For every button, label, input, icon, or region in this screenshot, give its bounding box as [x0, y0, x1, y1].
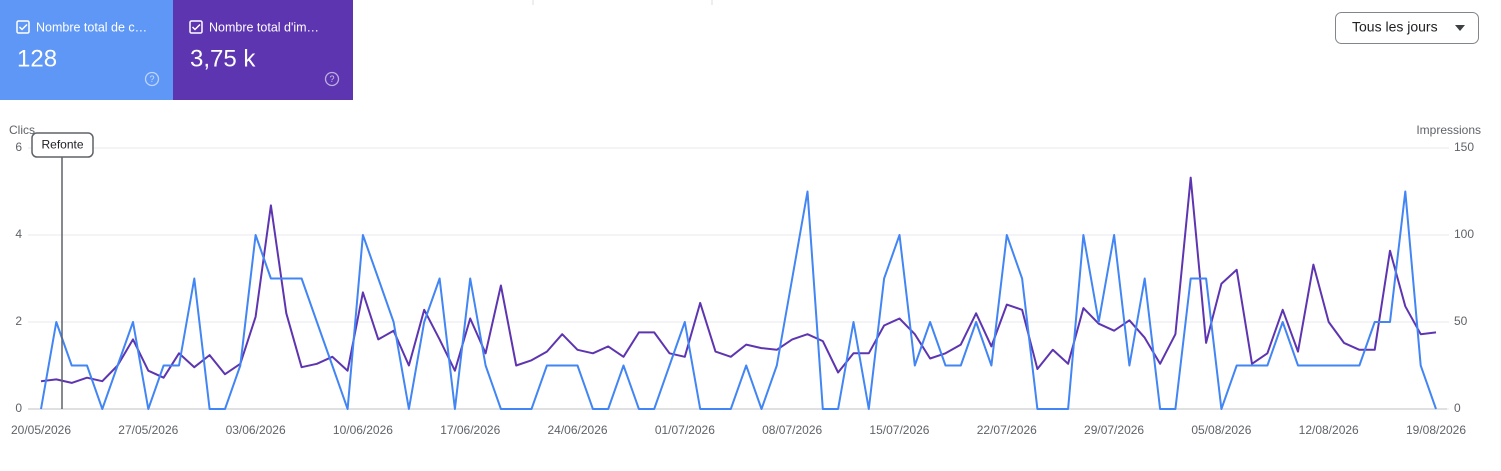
dropdown[interactable]: Tous les jours — [1335, 12, 1479, 44]
x-tick-label: 08/07/2026 — [762, 423, 822, 437]
y-tick-label: 0 — [15, 401, 22, 415]
x-tick-label: 19/08/2026 — [1406, 423, 1466, 437]
x-tick-label: 05/08/2026 — [1191, 423, 1251, 437]
checkmark[interactable] — [18, 23, 28, 31]
y2-tick-label: 0 — [1454, 401, 1461, 415]
card-background[interactable] — [173, 0, 353, 100]
x-tick-label: 17/06/2026 — [440, 423, 500, 437]
x-tick-label: 22/07/2026 — [977, 423, 1037, 437]
help-icon-mark[interactable]: ? — [329, 74, 334, 84]
checkbox[interactable] — [16, 20, 30, 34]
checkbox[interactable] — [189, 20, 203, 34]
dropdown-label[interactable]: Tous les jours — [1352, 19, 1438, 35]
card-title[interactable]: Nombre total de c… — [36, 20, 147, 34]
dropdown-box[interactable] — [1335, 12, 1479, 44]
dropdown-arrow[interactable] — [1455, 25, 1465, 31]
y2-tick-label: 50 — [1454, 314, 1468, 328]
card-background[interactable] — [0, 0, 173, 100]
annotation-box — [31, 132, 94, 158]
help-icon[interactable] — [144, 71, 160, 87]
help-icon-mark[interactable]: ? — [149, 74, 154, 84]
lines — [40, 176, 1437, 410]
annotation-label: Refonte — [41, 138, 83, 152]
help-icon[interactable] — [324, 71, 340, 87]
metric-card[interactable]: Nombre total de c… 128? — [0, 0, 173, 100]
x-tick-label: 12/08/2026 — [1299, 423, 1359, 437]
metric-card[interactable]: Nombre total d'im… 3,75 k? — [173, 0, 353, 100]
card-value[interactable]: 128 — [17, 45, 57, 72]
x-tick-label: 15/07/2026 — [869, 423, 929, 437]
x-tick-label: 10/06/2026 — [333, 423, 393, 437]
x-tick-label: 03/06/2026 — [226, 423, 286, 437]
checkmark[interactable] — [191, 23, 201, 31]
y2-axis-label: Impressions — [1416, 123, 1481, 137]
y-tick-label: 6 — [15, 140, 22, 154]
y-tick-label: 2 — [15, 314, 22, 328]
y-tick-label: 4 — [15, 227, 22, 241]
y2-tick-label: 150 — [1454, 140, 1474, 154]
x-tick-label: 20/05/2026 — [11, 423, 71, 437]
y-axis-label: Clics — [9, 123, 35, 137]
x-tick-label: 27/05/2026 — [118, 423, 178, 437]
card-value[interactable]: 3,75 k — [190, 45, 256, 72]
x-tick-label: 24/06/2026 — [548, 423, 608, 437]
y2-tick-label: 100 — [1454, 227, 1474, 241]
cards: Nombre total de c…128?Nombre total d'im…… — [0, 0, 353, 100]
series-line — [40, 190, 1437, 410]
card-title[interactable]: Nombre total d'im… — [209, 20, 319, 34]
series-line — [40, 176, 1437, 384]
x-tick-label: 01/07/2026 — [655, 423, 715, 437]
annotation: Refonte — [31, 132, 94, 409]
x-tick-label: 29/07/2026 — [1084, 423, 1144, 437]
